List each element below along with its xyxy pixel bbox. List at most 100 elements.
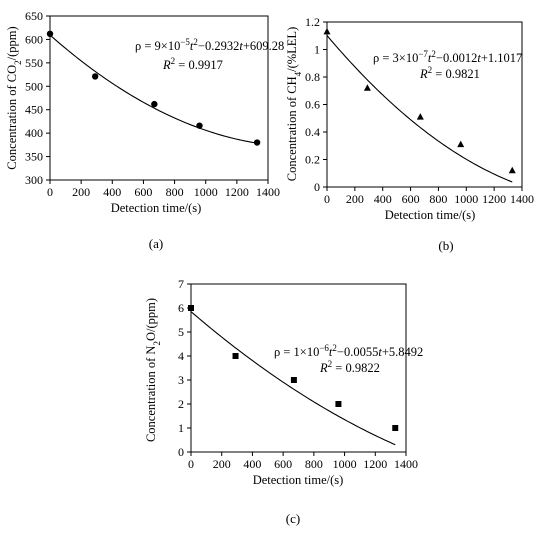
x-tick-label: 400 xyxy=(243,457,261,471)
y-axis-title-part: 2 xyxy=(13,60,23,65)
fit-r2: R2 = 0.9822 xyxy=(319,359,380,375)
x-tick-label: 1200 xyxy=(363,457,387,471)
fit-r2-part: = 0.9821 xyxy=(432,67,480,81)
data-point xyxy=(323,27,331,35)
data-point xyxy=(196,122,203,129)
y-tick-label: 300 xyxy=(25,173,43,187)
data-point xyxy=(290,377,297,383)
x-tick-label: 200 xyxy=(213,457,231,471)
y-tick-label: 500 xyxy=(25,79,43,93)
y-axis-title-part: Concentration of CO xyxy=(5,65,19,170)
y-tick-label: 2 xyxy=(178,397,184,411)
fit-equation: ρ = 3×10−7t2−0.0012t+1.1017 xyxy=(373,49,522,65)
x-tick-label: 1000 xyxy=(454,192,478,206)
x-tick-label: 400 xyxy=(103,185,121,199)
data-point xyxy=(392,425,399,431)
x-tick-label: 1200 xyxy=(225,185,249,199)
fit-equation-part: −6 xyxy=(319,343,329,353)
y-tick-label: 0.4 xyxy=(305,125,320,139)
y-tick-label: 7 xyxy=(178,277,184,291)
y-axis-title: Concentration of CH4/(%LEL) xyxy=(285,27,303,181)
fit-equation: ρ = 9×10−5t2−0.2932t+609.28 xyxy=(135,37,284,53)
fit-r2-part: 2 xyxy=(328,359,333,369)
chart-panel-c: 0 200 400 600 800 1000 1200 1400 0 1 2 3 4 5 6 7 ρ = 1×1… xyxy=(144,277,423,526)
data-point xyxy=(416,113,424,120)
y-tick-label: 5 xyxy=(178,325,184,339)
fit-equation-part: t xyxy=(428,51,432,65)
fit-r2-part: 2 xyxy=(428,65,433,75)
fit-curve xyxy=(326,35,513,183)
x-tick-label: 1400 xyxy=(510,192,534,206)
y-tick-label: 0 xyxy=(178,445,184,459)
x-tick-label: 200 xyxy=(346,192,364,206)
y-tick-label: 0 xyxy=(314,180,320,194)
fit-equation-part: ρ = 3×10 xyxy=(373,51,418,65)
x-tick-label: 600 xyxy=(134,185,152,199)
fit-r2-part: R xyxy=(419,67,428,81)
data-point xyxy=(508,166,516,174)
x-tick-label: 800 xyxy=(429,192,447,206)
y-axis-title-part: O/(ppm) xyxy=(144,298,158,341)
fit-curve xyxy=(190,311,396,446)
fit-r2: R2 = 0.9917 xyxy=(162,56,223,72)
x-tick-label: 800 xyxy=(305,457,323,471)
x-axis-title: Detection time/(s) xyxy=(385,208,476,222)
y-axis-title-part: Concentration of CH xyxy=(285,76,299,181)
fit-equation-part: −0.2932 xyxy=(198,39,239,53)
data-point xyxy=(46,30,54,38)
y-tick-label: 0.2 xyxy=(305,153,320,167)
y-tick-label: 550 xyxy=(25,56,43,70)
y-axis-title: Concentration of CO2/(ppm) xyxy=(5,26,23,169)
y-tick-label: 450 xyxy=(25,103,43,117)
fit-r2-part: R xyxy=(319,361,328,375)
fit-equation-part: −0.0055 xyxy=(337,345,378,359)
fit-equation-part: t xyxy=(239,39,243,53)
fit-equation-part: −7 xyxy=(418,49,428,59)
data-point xyxy=(253,139,261,146)
x-axis-title: Detection time/(s) xyxy=(253,473,344,487)
y-tick-label: 1 xyxy=(178,421,184,435)
x-tick-label: 1400 xyxy=(256,185,280,199)
y-tick-label: 600 xyxy=(25,32,43,46)
fit-equation-part: −0.0012 xyxy=(436,51,477,65)
fit-equation-part: t xyxy=(329,345,333,359)
x-tick-label: 400 xyxy=(374,192,392,206)
y-axis-title-part: /(ppm) xyxy=(5,26,19,60)
x-tick-label: 800 xyxy=(166,185,184,199)
y-axis-title-part: 2 xyxy=(152,341,162,346)
fit-equation-part: ρ = 9×10 xyxy=(135,39,180,53)
fit-equation-part: 2 xyxy=(332,343,337,353)
y-axis-title-part: /(%LEL) xyxy=(285,27,299,72)
fit-equation-part: t xyxy=(190,39,194,53)
fit-curve xyxy=(49,34,258,144)
x-axis-title: Detection time/(s) xyxy=(111,201,202,215)
fit-equation-part: +609.28 xyxy=(243,39,284,53)
fit-equation-part: t xyxy=(477,51,481,65)
panel-label: (b) xyxy=(438,238,453,253)
y-tick-label: 650 xyxy=(25,9,43,23)
x-tick-label: 600 xyxy=(402,192,420,206)
fit-equation-part: t xyxy=(378,345,382,359)
x-tick-label: 200 xyxy=(72,185,90,199)
y-axis-title: Concentration of N2O/(ppm) xyxy=(144,298,162,442)
y-tick-label: 1.2 xyxy=(305,15,320,29)
fit-r2-part: = 0.9917 xyxy=(175,58,223,72)
plot-frame xyxy=(49,15,269,181)
fit-r2: R2 = 0.9821 xyxy=(419,65,480,81)
x-tick-label: 0 xyxy=(47,185,53,199)
y-tick-label: 3 xyxy=(178,373,184,387)
x-tick-label: 1200 xyxy=(482,192,506,206)
y-tick-label: 0.6 xyxy=(305,98,320,112)
data-point xyxy=(151,100,158,108)
y-tick-label: 4 xyxy=(178,349,184,363)
data-point xyxy=(335,401,342,407)
y-axis-title-part: 4 xyxy=(293,71,303,76)
data-point xyxy=(363,84,371,91)
x-tick-label: 600 xyxy=(274,457,292,471)
chart-panel-a: 0 200 400 600 800 1000 1200 1400 300 350 400 450 500… xyxy=(5,9,284,251)
data-point xyxy=(188,305,194,311)
x-tick-label: 0 xyxy=(188,457,194,471)
fit-r2-part: = 0.9822 xyxy=(332,361,380,375)
fit-r2-part: R xyxy=(162,58,171,72)
